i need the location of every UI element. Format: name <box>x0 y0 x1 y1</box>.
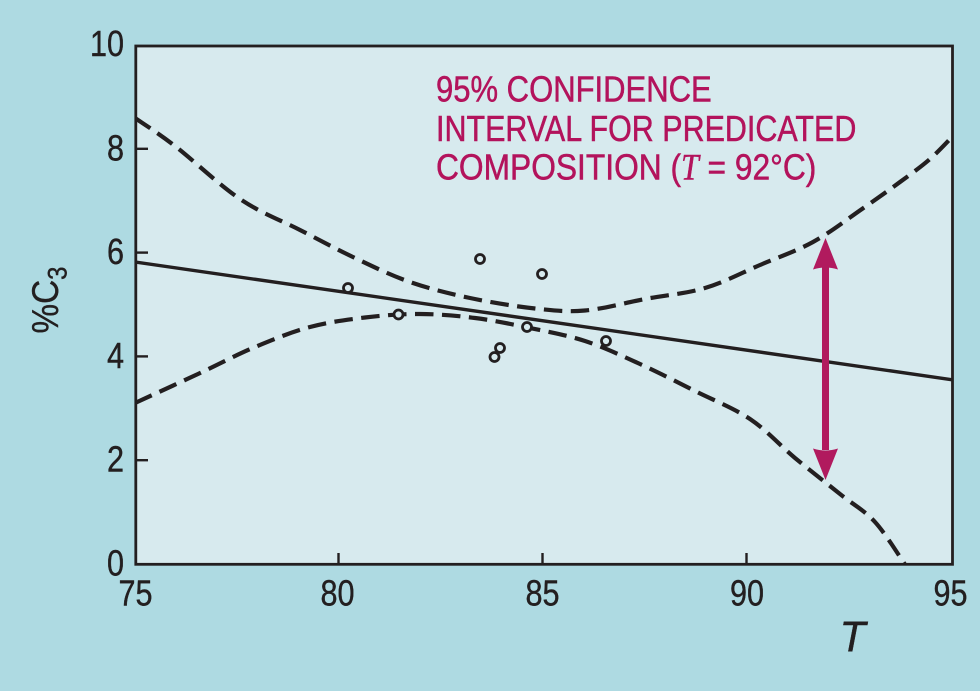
svg-text:95% CONFIDENCE: 95% CONFIDENCE <box>436 69 712 110</box>
svg-text:6: 6 <box>107 233 124 273</box>
svg-text:10: 10 <box>90 25 124 65</box>
svg-text:%C3: %C3 <box>25 267 72 334</box>
svg-text:75: 75 <box>118 574 152 614</box>
svg-text:4: 4 <box>107 337 124 377</box>
svg-text:INTERVAL FOR PREDICATED: INTERVAL FOR PREDICATED <box>436 109 856 149</box>
svg-text:0: 0 <box>107 544 124 584</box>
svg-text:COMPOSITION (T = 92°C): COMPOSITION (T = 92°C) <box>436 147 816 188</box>
svg-text:95: 95 <box>933 574 967 614</box>
svg-text:90: 90 <box>730 574 764 614</box>
svg-text:T: T <box>840 614 869 661</box>
svg-text:8: 8 <box>107 129 124 169</box>
svg-text:85: 85 <box>525 574 559 614</box>
svg-text:80: 80 <box>320 574 354 614</box>
svg-text:2: 2 <box>107 440 124 480</box>
